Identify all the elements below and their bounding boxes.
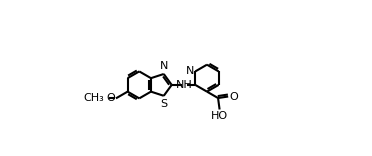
Text: O: O bbox=[230, 92, 238, 102]
Text: O: O bbox=[106, 93, 115, 103]
Text: NH: NH bbox=[176, 80, 192, 90]
Text: S: S bbox=[160, 99, 168, 109]
Text: CH₃: CH₃ bbox=[83, 93, 104, 103]
Text: HO: HO bbox=[211, 111, 228, 121]
Text: N: N bbox=[160, 61, 169, 71]
Text: N: N bbox=[185, 66, 194, 76]
